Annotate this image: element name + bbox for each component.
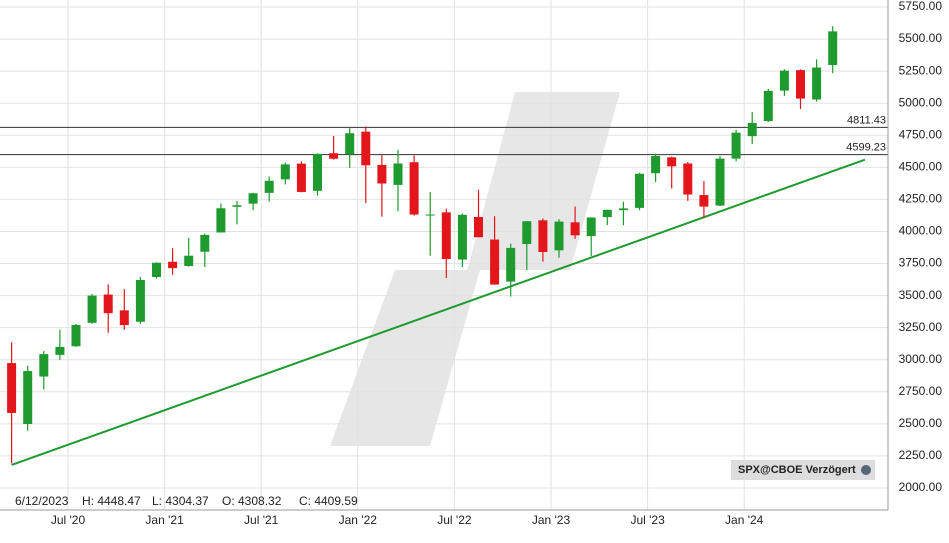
candle-body (135, 279, 145, 322)
candle-body (7, 363, 17, 413)
x-tick-label: Jan '23 (532, 513, 571, 527)
candle-body (522, 221, 532, 245)
candle-body (152, 262, 161, 278)
candle-body (747, 122, 757, 137)
candle-body (441, 212, 451, 260)
info-icon[interactable] (861, 465, 871, 475)
candle-body (39, 354, 49, 377)
y-tick-label: 5000.00 (899, 95, 943, 109)
candle-body (296, 163, 306, 192)
y-tick-label: 5250.00 (899, 63, 943, 77)
candle-body (457, 214, 467, 260)
candle-body (280, 164, 290, 180)
candle-body (586, 217, 596, 237)
candle-body (796, 70, 805, 99)
candle-body (71, 324, 81, 347)
candle-body (602, 209, 612, 218)
y-tick-label: 4000.00 (899, 224, 943, 238)
candle-body (828, 31, 838, 65)
y-tick-label: 3000.00 (899, 352, 943, 366)
y-tick-label: 3500.00 (899, 288, 943, 302)
x-tick-label: Jul '22 (437, 513, 472, 527)
candle-body (683, 163, 693, 195)
info-low: L: 4304.37 (152, 494, 209, 508)
info-close: C: 4409.59 (299, 494, 358, 508)
candle-body (409, 162, 419, 215)
candle-body (570, 222, 580, 236)
x-tick-label: Jul '23 (630, 513, 665, 527)
info-open: O: 4308.32 (222, 494, 282, 508)
candle-body (812, 67, 822, 100)
candle-body (699, 195, 709, 207)
y-tick-label: 5750.00 (899, 0, 943, 13)
candle-body (232, 205, 242, 207)
candle-body (103, 294, 113, 314)
y-tick-label: 2000.00 (899, 480, 943, 494)
source-label: SPX@CBOE Verzögert (738, 464, 856, 476)
candle-body (87, 295, 97, 323)
candle-body (23, 371, 33, 424)
y-tick-label: 2750.00 (899, 384, 943, 398)
trendline (11, 158, 866, 466)
candle-body (393, 163, 403, 185)
candle-body (329, 153, 339, 159)
info-high: H: 4448.47 (82, 494, 141, 508)
x-tick-label: Jul '21 (244, 513, 279, 527)
y-tick-label: 4500.00 (899, 160, 943, 174)
watermark (330, 92, 620, 446)
candle-body (184, 255, 194, 266)
candle-body (779, 70, 789, 91)
x-tick-label: Jul '20 (51, 513, 86, 527)
candle-body (651, 155, 661, 174)
candle-body (474, 216, 483, 238)
y-tick-label: 2500.00 (899, 416, 943, 430)
level-label: 4599.23 (846, 142, 886, 154)
candle-body (377, 164, 387, 184)
candle-body (490, 239, 500, 285)
candle-body (506, 247, 516, 282)
candle-body (55, 346, 65, 355)
candle-body (119, 310, 129, 326)
candle-body (216, 208, 226, 233)
candle-body (248, 193, 258, 204)
y-tick-label: 5500.00 (899, 31, 943, 45)
candle-body (425, 214, 435, 216)
candle-body (168, 261, 178, 269)
x-tick-label: Jan '22 (339, 513, 378, 527)
x-tick-label: Jan '24 (725, 513, 764, 527)
candle-body (715, 158, 725, 206)
candle-body (200, 234, 210, 252)
y-tick-label: 4250.00 (899, 192, 943, 206)
candle-body (618, 208, 628, 211)
candle-body (313, 153, 322, 191)
info-date: 6/12/2023 (15, 494, 69, 508)
candle-body (345, 133, 355, 155)
y-tick-label: 2250.00 (899, 448, 943, 462)
x-tick-label: Jan '21 (145, 513, 184, 527)
candle-body (667, 157, 677, 167)
y-tick-label: 3750.00 (899, 256, 943, 270)
y-tick-label: 3250.00 (899, 320, 943, 334)
candle-body (554, 221, 564, 251)
candle-body (731, 132, 741, 159)
candle-body (361, 131, 371, 166)
level-label: 4811.43 (847, 114, 886, 126)
candle-body (635, 173, 644, 208)
candle-body (538, 220, 548, 252)
candle-body (763, 90, 773, 122)
candle-body (264, 180, 274, 193)
y-tick-label: 4750.00 (899, 127, 943, 141)
source-box (731, 460, 875, 480)
